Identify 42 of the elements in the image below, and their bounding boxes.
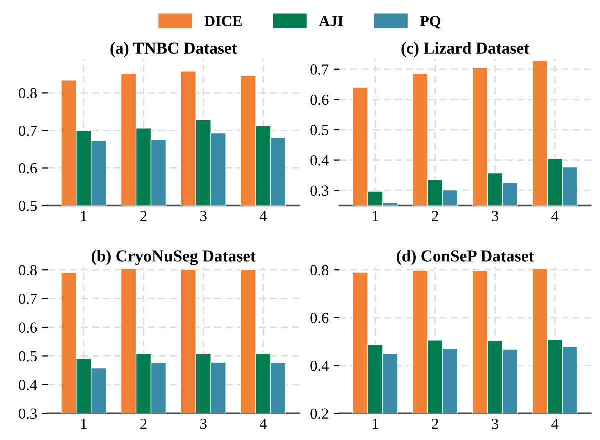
legend-label: PQ [420, 16, 441, 29]
y-tick-label: 0.3 [19, 408, 37, 420]
x-tick-label: 4 [260, 211, 268, 222]
y-tick-label: 0.8 [19, 265, 37, 276]
x-tick-label: 2 [432, 211, 438, 222]
y-tick-label: 0.6 [19, 163, 38, 174]
y-tick-label: 0.8 [19, 88, 37, 99]
y-tick-label: 0.5 [310, 125, 329, 136]
x-tick-label: 4 [552, 211, 559, 222]
y-tick-label: 0.7 [310, 64, 329, 75]
legend-label: AJI [319, 16, 344, 26]
y-tick-label: 0.6 [310, 313, 329, 324]
y-tick-label: 0.4 [310, 155, 329, 166]
x-tick-label: 1 [81, 211, 87, 222]
chart-title: (a) TNBC Dataset [110, 42, 238, 58]
x-tick-label: 3 [200, 211, 207, 222]
x-tick-label: 2 [140, 211, 147, 222]
chart-title: (c) Lizard Dataset [402, 42, 530, 58]
x-tick-label: 4 [260, 419, 268, 430]
y-tick-label: 0.5 [19, 200, 37, 212]
y-tick-label: 0.6 [19, 322, 38, 334]
chart-title: (d) ConSeP Dataset [397, 250, 534, 266]
y-tick-label: 0.5 [19, 351, 37, 362]
x-tick-label: 3 [492, 211, 498, 222]
chart-title: (b) CryoNuSeg Dataset [92, 250, 256, 266]
y-tick-label: 0.8 [310, 265, 329, 276]
x-tick-label: 3 [200, 418, 207, 430]
y-tick-label: 0.7 [19, 294, 38, 304]
x-tick-label: 4 [552, 419, 559, 430]
y-tick-label: 0.7 [19, 126, 38, 136]
x-tick-label: 2 [432, 418, 438, 430]
y-tick-label: 0.4 [19, 380, 38, 390]
y-tick-label: 0.6 [310, 94, 329, 106]
x-tick-label: 1 [373, 211, 378, 222]
x-tick-label: 3 [492, 418, 498, 430]
x-tick-label: 1 [81, 418, 87, 430]
x-tick-label: 1 [373, 418, 378, 430]
y-tick-label: 0.3 [310, 186, 329, 196]
y-tick-label: 0.4 [310, 360, 329, 372]
legend-label: DICE [204, 16, 242, 26]
x-tick-label: 2 [140, 418, 147, 430]
y-tick-label: 0.2 [310, 408, 328, 420]
